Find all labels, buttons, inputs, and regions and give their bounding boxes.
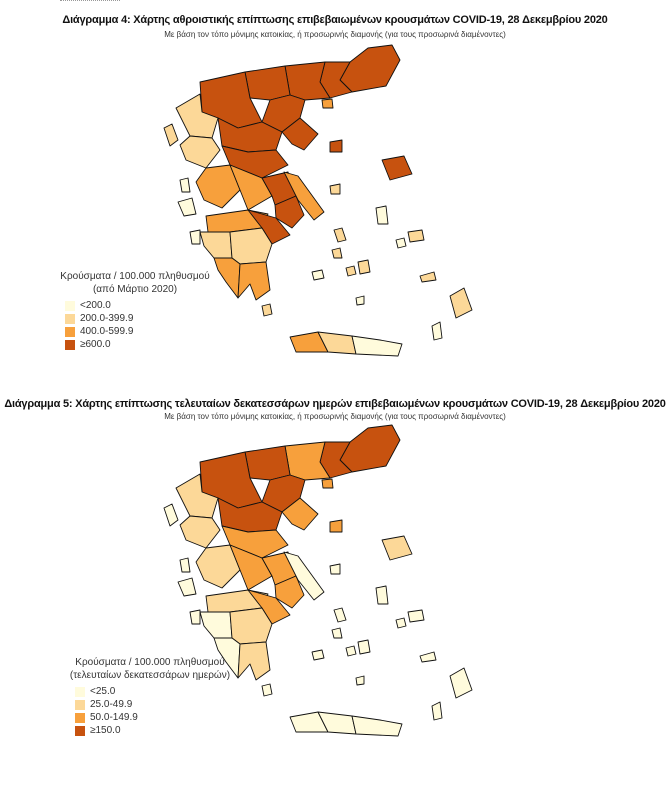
region-limnos	[329, 139, 343, 153]
legend-label: ≥600.0	[80, 339, 111, 350]
region-kefalonia	[177, 197, 197, 217]
legend-label: 25.0-49.9	[90, 699, 133, 710]
region-attica	[274, 575, 305, 609]
swatch	[65, 313, 75, 324]
swatch	[65, 300, 75, 311]
legend-item: ≥600.0	[65, 338, 230, 351]
legend-label: <200.0	[80, 300, 111, 311]
region-rhodes	[449, 667, 473, 699]
region-kefalonia	[177, 577, 197, 597]
region-samos	[407, 229, 425, 243]
region-skyros	[329, 563, 341, 575]
swatch	[75, 699, 85, 710]
legend-item: 25.0-49.9	[75, 698, 250, 711]
legend-label: 200.0-399.9	[80, 313, 134, 324]
swatch	[75, 686, 85, 697]
region-milos	[311, 269, 325, 281]
legend-item: 400.0-599.9	[65, 325, 230, 338]
legend-item: <200.0	[65, 299, 230, 312]
region-lefkada	[179, 177, 191, 193]
region-arcadia	[229, 607, 273, 645]
swatch	[65, 326, 75, 337]
swatch	[75, 712, 85, 723]
region-epirus-south	[179, 515, 221, 549]
legend-item: <25.0	[75, 685, 250, 698]
region-central-macedonia-north	[244, 445, 291, 481]
legend-label: ≥150.0	[90, 725, 121, 736]
region-ilia	[199, 611, 233, 639]
region-santorini	[355, 675, 365, 686]
region-lesvos	[381, 535, 413, 561]
legend-item: 50.0-149.9	[75, 711, 250, 724]
map4-greece-choropleth	[163, 44, 473, 357]
legend-item: 200.0-399.9	[65, 312, 230, 325]
legend-title: Κρούσματα / 100.000 πληθυσμού	[60, 271, 210, 282]
region-andros	[333, 607, 347, 623]
region-samos	[407, 609, 425, 623]
region-milos	[311, 649, 325, 661]
map4-legend: Κρούσματα / 100.000 πληθυσμού (από Μάρτι…	[40, 270, 230, 351]
region-andros	[333, 227, 347, 243]
region-corinthia	[247, 209, 291, 245]
region-kythera	[261, 683, 273, 697]
region-thasos	[321, 98, 334, 109]
region-attica	[274, 195, 305, 229]
legend-label: 50.0-149.9	[90, 712, 138, 723]
region-laconia	[237, 261, 271, 301]
region-evia	[283, 551, 325, 601]
region-kos	[419, 271, 437, 283]
region-chalkidiki	[281, 117, 319, 151]
region-chios	[375, 585, 389, 605]
region-corfu	[163, 123, 179, 147]
legend-subtitle: (τελευταίων δεκατεσσάρων ημερών)	[69, 670, 231, 681]
region-central-greece	[229, 544, 273, 591]
region-crete-east	[351, 335, 403, 357]
region-lesvos	[381, 155, 413, 181]
swatch	[65, 339, 75, 350]
region-kythera	[261, 303, 273, 317]
legend-title: Κρούσματα / 100.000 πληθυσμού	[75, 657, 225, 668]
region-crete-east	[351, 715, 403, 737]
region-thrace-east	[339, 424, 401, 473]
region-skyros	[329, 183, 341, 195]
region-syros	[331, 627, 343, 639]
region-limnos	[329, 519, 343, 533]
map5-legend: Κρούσματα / 100.000 πληθυσμού (τελευταίω…	[50, 656, 250, 737]
region-corfu	[163, 503, 179, 527]
region-thasos	[321, 478, 334, 489]
legend-subtitle: (από Μάρτιο 2020)	[92, 284, 178, 295]
swatch	[75, 725, 85, 736]
legend-label: <25.0	[90, 686, 116, 697]
region-chios	[375, 205, 389, 225]
region-paros	[345, 645, 357, 657]
region-laconia	[237, 641, 271, 681]
region-kos	[419, 651, 437, 663]
region-paros	[345, 265, 357, 277]
region-santorini	[355, 295, 365, 306]
region-evia	[283, 171, 325, 221]
region-lefkada	[179, 557, 191, 573]
region-central-greece	[229, 164, 273, 211]
map4-subtitle: Με βάση τον τόπο μόνιμης κατοικίας, ή πρ…	[164, 30, 506, 39]
header-rule	[60, 0, 120, 3]
region-naxos	[357, 639, 371, 655]
map5-title: Διάγραμμα 5: Χάρτης επίπτωσης τελευταίων…	[4, 398, 666, 410]
map4-title: Διάγραμμα 4: Χάρτης αθροιστικής επίπτωση…	[62, 14, 608, 26]
region-karpathos	[431, 321, 443, 341]
region-ikaria	[395, 617, 407, 629]
region-karpathos	[431, 701, 443, 721]
region-zakynthos	[189, 229, 201, 245]
region-corinthia	[247, 589, 291, 625]
region-syros	[331, 247, 343, 259]
region-rhodes	[449, 287, 473, 319]
region-ikaria	[395, 237, 407, 249]
region-chalkidiki	[281, 497, 319, 531]
region-zakynthos	[189, 609, 201, 625]
legend-item: ≥150.0	[75, 724, 250, 737]
legend-label: 400.0-599.9	[80, 326, 134, 337]
map5-subtitle: Με βάση τον τόπο μόνιμης κατοικίας, ή πρ…	[164, 412, 506, 421]
region-naxos	[357, 259, 371, 275]
